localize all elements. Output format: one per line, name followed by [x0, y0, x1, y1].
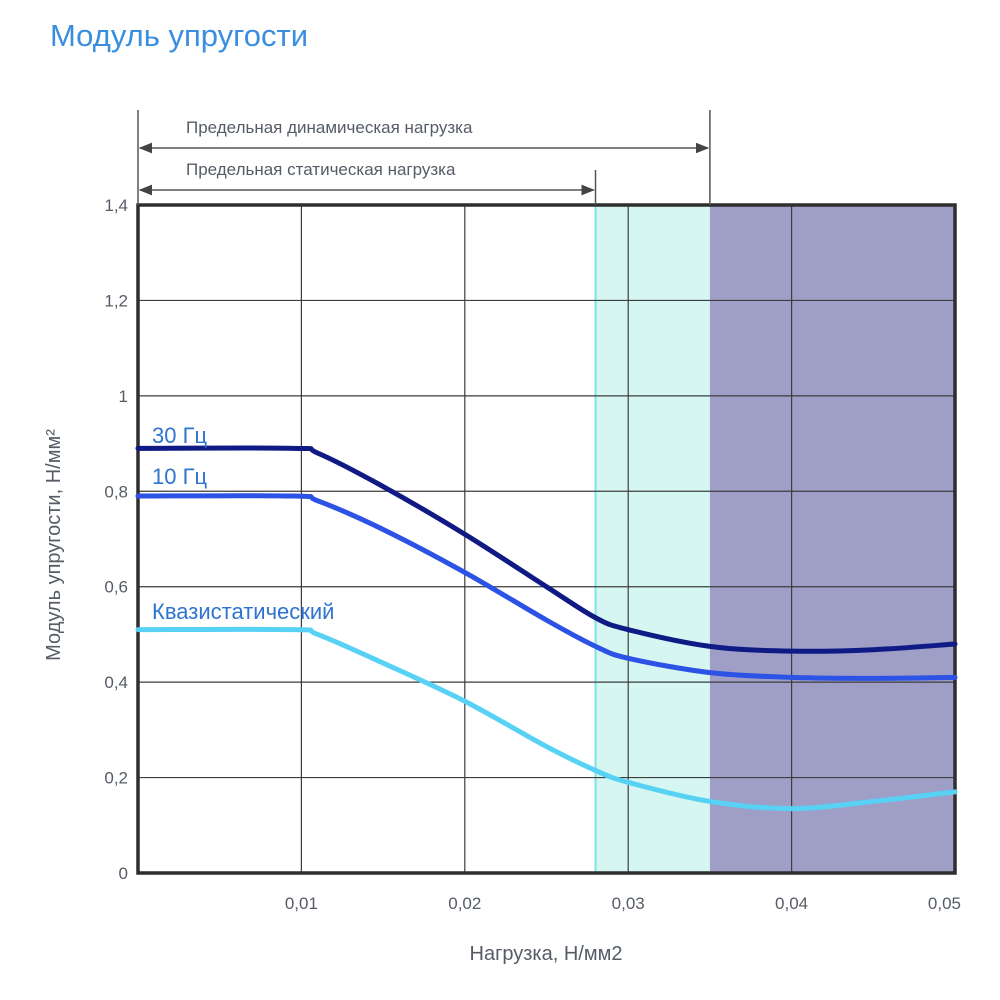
y-tick-label-3: 0,6: [104, 578, 128, 597]
x-tick-label-2: 0,03: [612, 894, 645, 913]
zone-1: [709, 205, 955, 873]
axis-ticks: 0 0,2 0,4 0,6 0,8 1 1,2 1,4 0,01 0,02 0,03 0,04 0,05: [104, 196, 961, 913]
range-label-0: Предельная динамическая нагрузка: [186, 118, 473, 137]
series-line-1: [135, 493, 958, 681]
x-tick-label-0: 0,01: [285, 894, 318, 913]
y-tick-label-1: 0,2: [104, 769, 128, 788]
plot-border: [136, 203, 957, 875]
y-tick-label-6: 1,2: [104, 291, 128, 310]
series-line-2: [135, 626, 958, 812]
plot-frame: [136, 203, 957, 875]
x-tick-label-4: 0,05: [928, 894, 961, 913]
y-axis-label: Модуль упругости, Н/мм²: [43, 429, 65, 661]
series-label-1: 10 Гц: [152, 464, 207, 489]
x-tick-label-3: 0,04: [775, 894, 808, 913]
x-axis-label: Нагрузка, Н/мм2: [470, 943, 623, 965]
page-title: Модуль упругости: [50, 18, 309, 53]
series-label-0: 30 Гц: [152, 423, 207, 448]
y-tick-label-7: 1,4: [104, 196, 128, 215]
x-tick-label-1: 0,02: [448, 894, 481, 913]
series-line-0: [135, 445, 958, 654]
y-tick-label-2: 0,4: [104, 673, 128, 692]
series-label-2: Квазистатический: [152, 599, 334, 624]
series-lines: [135, 445, 958, 812]
limit-ranges: Предельная динамическая нагрузка Предельн…: [137, 110, 711, 205]
zone-0: [595, 205, 710, 873]
load-zones: [594, 205, 955, 873]
series-labels: 30 Гц 10 Гц Квазистатический: [152, 423, 334, 624]
y-tick-label-4: 0,8: [104, 482, 128, 501]
y-tick-label-5: 1: [119, 387, 128, 406]
y-tick-label-0: 0: [119, 864, 128, 883]
range-label-1: Предельная статическая нагрузка: [186, 160, 456, 179]
